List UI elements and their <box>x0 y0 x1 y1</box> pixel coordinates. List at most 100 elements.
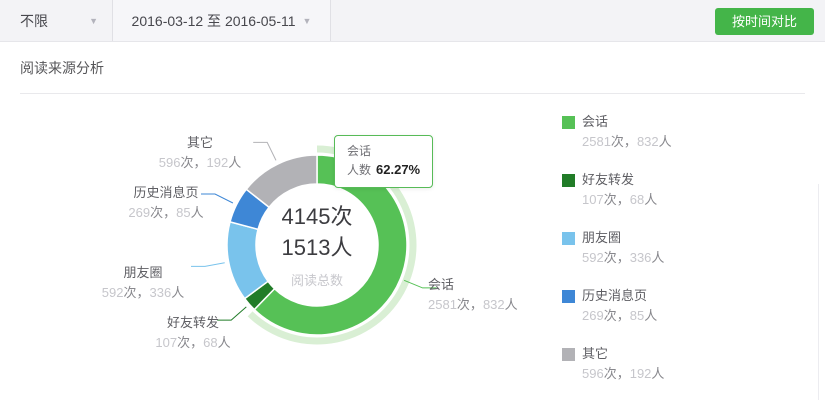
scrollbar-track[interactable] <box>818 184 819 400</box>
value-number: 192 <box>629 366 652 381</box>
leader-line-friend-forward <box>217 306 247 321</box>
callout-source-values: 596次，192人 <box>148 153 252 173</box>
callout-source-values: 107次，68人 <box>138 333 248 353</box>
tooltip-source-name: 会话 <box>347 144 372 158</box>
callout-source-name: 朋友圈 <box>123 265 163 280</box>
filter-toolbar: 不限 ▼ 2016-03-12 至 2016-05-11 ▼ 按时间对比 <box>0 0 825 42</box>
legend-source-values: 2581次，832人 <box>562 132 672 152</box>
legend-source-name: 会话 <box>582 114 609 129</box>
value-unit: 次， <box>603 192 630 207</box>
value-number: 68 <box>203 335 218 350</box>
value-unit: 人 <box>651 366 665 381</box>
value-number: 832 <box>482 297 505 312</box>
chevron-down-icon: ▼ <box>302 15 312 26</box>
leader-line-moments <box>191 262 225 267</box>
legend-source-name: 朋友圈 <box>582 230 622 245</box>
value-number: 336 <box>149 285 172 300</box>
callout-source-values: 2581次，832人 <box>428 295 538 315</box>
chevron-down-icon: ▼ <box>89 15 98 26</box>
value-unit: 次， <box>456 297 483 312</box>
reading-source-donut-chart[interactable] <box>172 100 462 390</box>
legend-source-values: 269次，85人 <box>562 306 672 326</box>
value-unit: 人 <box>644 308 658 323</box>
callout-conversation: 会话 2581次，832人 <box>428 275 538 315</box>
donut-slice-conversation[interactable] <box>253 154 408 336</box>
legend-item-friend-forward: 好友转发 107次，68人 <box>562 170 672 210</box>
value-unit: 次， <box>123 285 150 300</box>
legend-swatch-icon <box>562 347 575 361</box>
value-number: 592 <box>101 285 124 300</box>
legend-source-values: 596次，192人 <box>562 364 672 384</box>
legend-swatch-icon <box>562 289 575 303</box>
value-number: 2581 <box>582 134 611 149</box>
legend-source-values: 592次，336人 <box>562 248 672 268</box>
value-unit: 次， <box>603 366 630 381</box>
legend-source-name: 好友转发 <box>582 172 635 187</box>
highlight-halo <box>247 145 417 345</box>
callout-source-values: 592次，336人 <box>92 283 194 303</box>
value-number: 592 <box>582 250 604 265</box>
scope-filter-dropdown[interactable]: 不限 ▼ <box>0 0 113 41</box>
legend-item-moments: 朋友圈 592次，336人 <box>562 228 672 268</box>
callout-source-values: 269次，85人 <box>104 203 228 223</box>
value-unit: 次， <box>150 205 177 220</box>
value-unit: 次， <box>177 335 204 350</box>
callout-source-name: 好友转发 <box>166 315 219 330</box>
callout-other: 其它 596次，192人 <box>148 133 252 173</box>
value-number: 596 <box>158 155 181 170</box>
legend-source-name: 历史消息页 <box>582 288 648 303</box>
value-number: 269 <box>582 308 604 323</box>
callout-history-page: 历史消息页 269次，85人 <box>104 183 228 223</box>
callout-source-name: 其它 <box>186 135 213 150</box>
value-number: 832 <box>636 134 659 149</box>
legend-item-conversation: 会话 2581次，832人 <box>562 112 672 152</box>
legend-item-other: 其它 596次，192人 <box>562 344 672 384</box>
donut-slice-other[interactable] <box>245 154 318 209</box>
value-number: 269 <box>128 205 151 220</box>
value-unit: 人 <box>658 134 672 149</box>
date-range-dropdown[interactable]: 2016-03-12 至 2016-05-11 ▼ <box>113 0 331 41</box>
callout-source-name: 会话 <box>428 277 455 292</box>
value-unit: 人 <box>217 335 231 350</box>
legend-source-values: 107次，68人 <box>562 190 672 210</box>
compare-by-time-button[interactable]: 按时间对比 <box>714 8 814 35</box>
date-range-label: 2016-03-12 至 2016-05-11 <box>131 12 296 29</box>
chart-legend: 会话 2581次，832人 好友转发 107次，68人 朋友圈 592次，336人 历史消息… <box>562 112 672 400</box>
value-number: 596 <box>582 366 604 381</box>
value-number: 85 <box>629 308 645 323</box>
value-number: 107 <box>582 192 604 207</box>
leader-line-history-page <box>201 193 234 204</box>
value-unit: 人 <box>228 155 242 170</box>
value-unit: 人 <box>651 250 665 265</box>
value-unit: 次， <box>610 134 637 149</box>
legend-source-name: 其它 <box>582 346 609 361</box>
section-header: 阅读来源分析 <box>20 42 805 94</box>
value-number: 85 <box>176 205 191 220</box>
leader-line-other <box>253 141 277 161</box>
value-unit: 人 <box>504 297 518 312</box>
callout-source-name: 历史消息页 <box>133 185 199 200</box>
legend-swatch-icon <box>562 173 575 187</box>
legend-item-history-page: 历史消息页 269次，85人 <box>562 286 672 326</box>
scope-filter-label: 不限 <box>20 12 48 29</box>
page-title: 阅读来源分析 <box>20 60 104 76</box>
value-number: 2581 <box>428 297 457 312</box>
value-unit: 人 <box>171 285 185 300</box>
legend-swatch-icon <box>562 231 575 245</box>
value-number: 336 <box>629 250 652 265</box>
value-number: 107 <box>155 335 178 350</box>
chart-tooltip: 会话 人数 62.27% <box>334 135 434 188</box>
callout-moments: 朋友圈 592次，336人 <box>92 263 194 303</box>
value-unit: 人 <box>190 205 204 220</box>
tooltip-metric-label: 人数 <box>347 163 372 177</box>
value-unit: 次， <box>603 308 630 323</box>
tooltip-percent-value: 62.27% <box>376 162 421 177</box>
leader-line-conversation <box>403 279 437 289</box>
value-number: 192 <box>206 155 229 170</box>
value-unit: 次， <box>603 250 630 265</box>
legend-swatch-icon <box>562 115 575 129</box>
callout-friend-forward: 好友转发 107次，68人 <box>138 313 248 353</box>
value-unit: 次， <box>180 155 207 170</box>
value-unit: 人 <box>644 192 658 207</box>
reading-source-chart-area: 4145次 1513人 阅读总数 会话 人数 62.27% 会话 2581次，832… <box>0 94 825 400</box>
